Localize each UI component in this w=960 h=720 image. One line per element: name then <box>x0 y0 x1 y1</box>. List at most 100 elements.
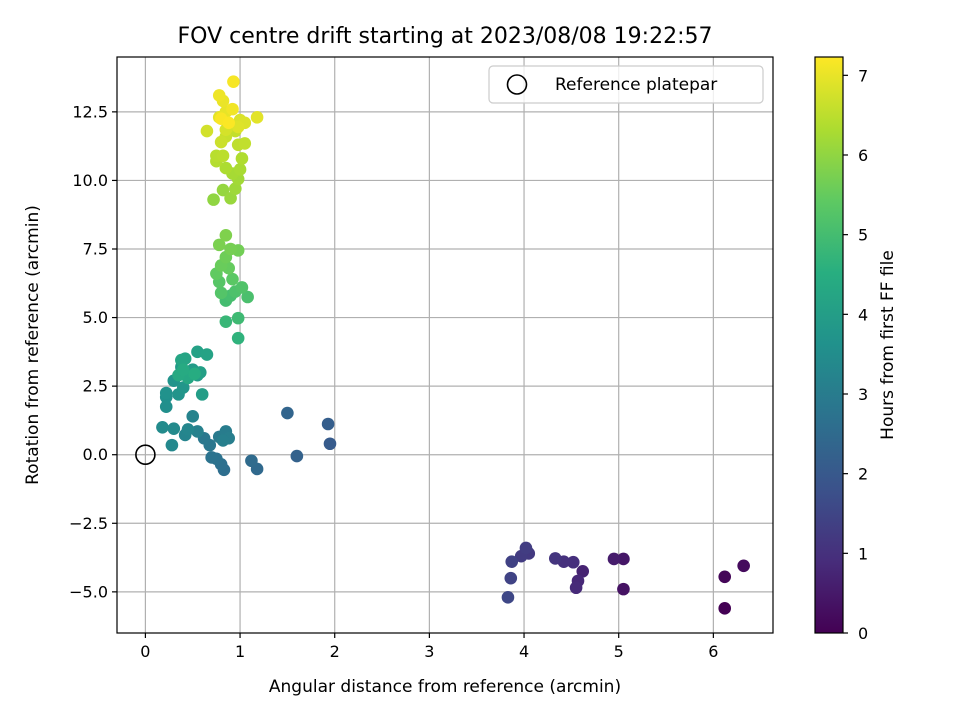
y-tick-label: 7.5 <box>83 240 108 259</box>
data-point <box>216 183 230 197</box>
colorbar <box>815 57 843 633</box>
colorbar-tick-label: 5 <box>858 226 868 245</box>
data-point <box>195 388 209 401</box>
colorbar-label: Hours from first FF file <box>878 250 898 440</box>
data-point <box>176 381 190 394</box>
colorbar-tick-label: 2 <box>858 465 868 484</box>
colorbar-frame <box>814 56 844 634</box>
data-point <box>191 425 204 438</box>
x-tick-label: 3 <box>424 642 434 661</box>
data-point <box>718 602 732 615</box>
data-point <box>281 406 294 420</box>
data-point <box>227 75 240 88</box>
x-axis-label: Angular distance from reference (arcmin) <box>269 677 621 697</box>
y-tick-label: −5.0 <box>69 582 108 601</box>
data-point <box>219 228 233 242</box>
x-tick-label: 4 <box>519 642 529 661</box>
x-tick-label: 1 <box>235 642 245 661</box>
data-point <box>576 564 590 578</box>
y-axis-label: Rotation from reference (arcmin) <box>23 205 43 485</box>
data-point <box>165 438 179 452</box>
data-point <box>188 367 201 381</box>
data-point <box>219 161 233 175</box>
legend-reference-marker <box>506 74 528 95</box>
data-point <box>235 152 249 165</box>
data-point <box>191 345 204 359</box>
data-point <box>235 281 249 294</box>
data-point <box>226 102 239 116</box>
data-point <box>617 552 630 566</box>
data-point <box>566 555 580 569</box>
data-point <box>224 242 237 256</box>
plot-frame <box>116 56 774 634</box>
data-point <box>737 559 750 573</box>
data-point <box>569 581 583 595</box>
legend: Reference platepar <box>488 65 764 104</box>
data-point <box>519 541 533 555</box>
data-point <box>219 315 233 328</box>
data-point <box>323 437 337 451</box>
data-point <box>617 582 630 596</box>
colorbar-tick-label: 4 <box>858 305 868 324</box>
data-point <box>205 451 218 464</box>
data-point <box>290 449 304 463</box>
chart-title: FOV centre drift starting at 2023/08/08 … <box>178 24 713 49</box>
data-point <box>207 193 220 206</box>
data-point <box>156 420 169 434</box>
y-tick-label: 0.0 <box>83 445 108 464</box>
y-tick-label: 10.0 <box>72 171 108 190</box>
data-point <box>159 400 173 414</box>
x-axis-ticks: 0 1 2 3 4 5 6 <box>140 633 718 661</box>
data-point <box>214 135 228 149</box>
data-point <box>181 423 195 436</box>
data-point <box>167 422 181 435</box>
x-tick-label: 6 <box>708 642 718 661</box>
colorbar-tick-label: 0 <box>858 624 868 643</box>
colorbar-tick-label: 1 <box>858 544 868 563</box>
data-point <box>229 182 242 195</box>
data-point <box>176 363 190 376</box>
colorbar-tick-label: 6 <box>858 146 868 165</box>
data-point <box>200 124 214 138</box>
data-point <box>718 570 732 584</box>
data-point <box>200 348 214 361</box>
data-point <box>245 454 258 468</box>
data-point <box>216 434 230 447</box>
data-point <box>231 311 245 325</box>
legend-reference-label: Reference platepar <box>555 75 717 95</box>
data-point <box>548 552 562 565</box>
data-point <box>214 286 228 300</box>
data-point <box>231 120 245 134</box>
y-tick-label: 12.5 <box>72 102 108 121</box>
x-tick-label: 5 <box>614 642 624 661</box>
legend-box <box>488 65 764 104</box>
data-point <box>233 163 247 176</box>
data-point <box>241 290 254 304</box>
data-point <box>159 386 173 400</box>
y-tick-label: −2.5 <box>69 514 108 533</box>
data-points <box>156 75 750 615</box>
data-point <box>501 591 515 604</box>
colorbar-tick-label: 3 <box>858 385 868 404</box>
data-point <box>505 555 519 568</box>
y-tick-label: 5.0 <box>83 308 108 327</box>
data-point <box>212 89 226 102</box>
data-point <box>607 552 621 566</box>
data-point <box>231 331 245 345</box>
data-point <box>226 272 239 286</box>
data-point <box>250 111 264 124</box>
y-tick-label: 2.5 <box>83 377 108 396</box>
colorbar-tick-label: 7 <box>858 66 868 85</box>
data-point <box>224 191 237 205</box>
data-point <box>216 149 230 163</box>
data-point <box>212 238 226 252</box>
data-point <box>504 571 518 585</box>
reference-platepar-marker <box>135 444 156 466</box>
colorbar-ticks: 0 1 2 3 4 5 6 7 <box>843 66 868 643</box>
x-tick-label: 0 <box>140 642 150 661</box>
data-point <box>238 137 252 150</box>
y-axis-ticks: −5.0 −2.5 0.0 2.5 5.0 7.5 10.0 12.5 <box>69 102 117 601</box>
x-tick-label: 2 <box>330 642 340 661</box>
